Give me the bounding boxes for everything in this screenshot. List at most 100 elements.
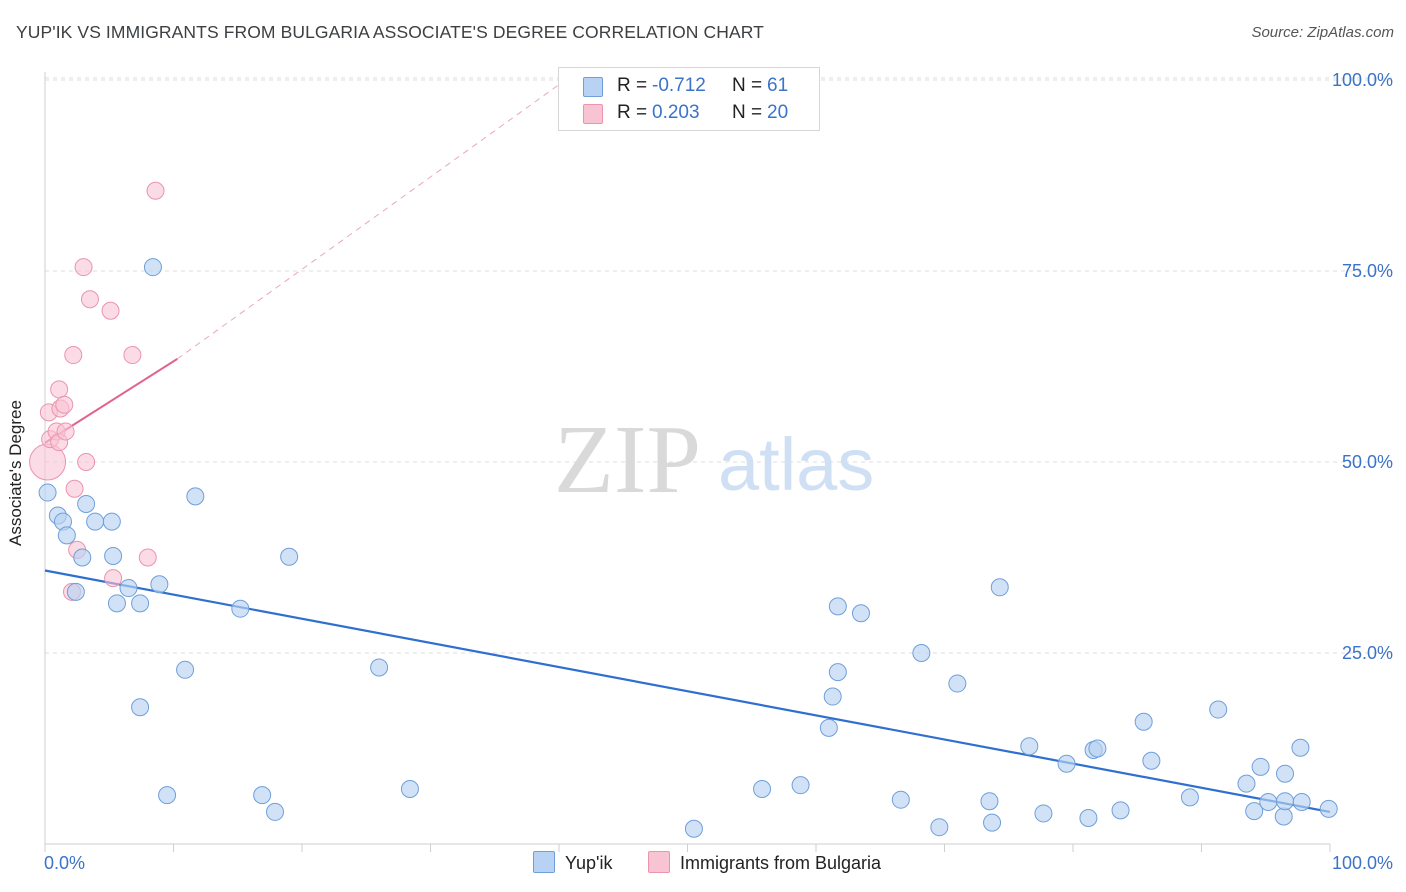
yupik-point: [143, 258, 162, 277]
yupik-points: [38, 258, 1338, 838]
bulgaria-point: [50, 380, 69, 399]
bulgaria-point: [65, 479, 84, 498]
yupik-point: [1142, 751, 1161, 770]
yupik-point: [77, 495, 96, 514]
y-tick-label: 100.0%: [1332, 70, 1393, 90]
bulgaria-point: [77, 453, 96, 471]
bulgaria-point: [55, 395, 74, 414]
legend-r-label: R =: [617, 102, 648, 123]
chart-title: YUP'IK VS IMMIGRANTS FROM BULGARIA ASSOC…: [16, 22, 764, 42]
yupik-trend-line: [44, 569, 1331, 813]
yupik-point: [57, 526, 76, 545]
yupik-point: [983, 813, 1002, 832]
yupik-point: [823, 687, 842, 706]
watermark: ZIP atlas: [554, 406, 874, 514]
watermark-zip: ZIP: [554, 406, 701, 514]
yupik-point: [851, 604, 870, 623]
bulgaria-points: [29, 181, 165, 601]
legend-label-yupik: Yup'ik: [565, 853, 613, 873]
yupik-point: [791, 776, 810, 795]
yupik-point: [107, 594, 126, 613]
yupik-point: [1291, 738, 1310, 757]
gridlines: [45, 77, 1392, 654]
legend-row-yupik: R = -0.712 N = 61: [559, 74, 819, 100]
yupik-point: [266, 802, 285, 821]
yupik-point: [86, 512, 105, 531]
legend-item-bulgaria: Immigrants from Bulgaria: [648, 851, 881, 874]
legend-n-label: N =: [732, 75, 763, 96]
x-tick-label-max: 100.0%: [1332, 853, 1393, 873]
yupik-point: [912, 644, 931, 662]
correlation-legend: R = -0.712 N = 61 R = 0.203 N = 20: [558, 67, 820, 131]
y-tick-label: 75.0%: [1342, 261, 1393, 281]
yupik-point: [1274, 807, 1293, 826]
yupik-point: [1088, 739, 1107, 758]
source-label: Source: ZipAtlas.com: [1251, 24, 1394, 41]
bulgaria-point: [74, 258, 93, 277]
bulgaria-point: [104, 569, 123, 588]
yupik-point: [73, 548, 92, 567]
yupik-point: [1057, 754, 1076, 773]
yupik-point: [253, 786, 272, 805]
legend-r-label: R =: [617, 75, 648, 96]
legend-swatch-bulgaria: [583, 104, 603, 124]
yupik-point: [131, 594, 150, 613]
yupik-point: [1034, 804, 1053, 823]
yupik-point: [1020, 737, 1039, 756]
legend-n-value: 61: [767, 75, 789, 96]
yupik-point: [158, 786, 177, 805]
yupik-point: [1237, 774, 1256, 793]
yupik-point: [1134, 712, 1153, 731]
y-axis-label: Associate's Degree: [6, 400, 25, 546]
yupik-point: [1251, 757, 1270, 776]
yupik-point: [1292, 792, 1311, 811]
yupik-point: [280, 547, 299, 566]
legend-swatch-bulgaria: [648, 851, 670, 873]
bulgaria-point: [80, 290, 99, 309]
legend-swatch-yupik: [533, 851, 555, 873]
bulgaria-point: [64, 346, 83, 365]
yupik-point: [400, 779, 419, 798]
bulgaria-point: [101, 301, 120, 320]
yupik-point: [948, 674, 967, 693]
yupik-point: [828, 597, 847, 616]
tick-labels: 25.0% 50.0% 75.0% 100.0% 0.0% 100.0%: [44, 70, 1393, 873]
watermark-atlas: atlas: [718, 423, 874, 506]
yupik-point: [819, 718, 838, 737]
y-tick-label: 50.0%: [1342, 452, 1393, 472]
bulgaria-trend-extension: [177, 79, 566, 360]
legend-n-value: 20: [767, 102, 789, 123]
bulgaria-point: [56, 422, 75, 441]
bulgaria-point: [123, 346, 142, 365]
yupik-point: [231, 599, 250, 618]
yupik-point: [753, 779, 772, 798]
bulgaria-point: [138, 548, 157, 567]
yupik-point: [1111, 801, 1130, 820]
yupik-point: [1180, 788, 1199, 807]
yupik-point: [66, 582, 85, 601]
legend-label-bulgaria: Immigrants from Bulgaria: [680, 853, 882, 873]
yupik-point: [1245, 802, 1264, 821]
legend-r-value: -0.712: [652, 75, 706, 96]
yupik-point: [1259, 792, 1278, 811]
yupik-point: [1276, 792, 1295, 811]
legend-n-label: N =: [732, 102, 763, 123]
yupik-point: [1209, 700, 1228, 719]
yupik-point: [370, 658, 389, 677]
yupik-point: [38, 483, 57, 502]
yupik-point: [150, 575, 169, 594]
yupik-point: [119, 579, 138, 598]
legend-row-bulgaria: R = 0.203 N = 20: [559, 101, 819, 127]
legend-swatch-yupik: [583, 77, 603, 97]
yupik-point: [1276, 764, 1295, 783]
yupik-point: [1079, 809, 1098, 828]
yupik-point: [684, 819, 703, 838]
yupik-point: [980, 792, 999, 811]
yupik-point: [102, 512, 121, 531]
legend-r-value: 0.203: [652, 102, 700, 123]
yupik-point: [104, 546, 123, 565]
yupik-point: [990, 578, 1009, 597]
x-tick-label-min: 0.0%: [44, 853, 85, 873]
legend-item-yupik: Yup'ik: [533, 851, 612, 874]
yupik-point: [1319, 799, 1338, 818]
